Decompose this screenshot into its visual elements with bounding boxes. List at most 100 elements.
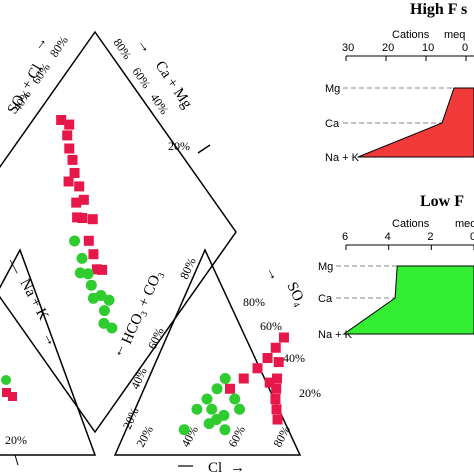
stiff-category-label: Na + K — [318, 329, 353, 341]
stiff-title: High F s — [410, 1, 467, 18]
low-f-point — [219, 373, 231, 384]
low-f-point — [106, 322, 118, 334]
stiff-category-label: Mg — [325, 83, 340, 95]
high-f-point — [273, 357, 284, 368]
low-f-point — [178, 424, 190, 436]
anion-triangle-outline — [113, 248, 302, 456]
low-f-point — [201, 393, 213, 405]
stiff-tick-label: 10 — [422, 42, 434, 54]
stiff-diagram-high-f: High F s Cations meq 30 20 10 0 Mg Ca Na + K — [325, 1, 474, 164]
low-f-point — [206, 403, 218, 415]
high-f-point — [67, 154, 78, 165]
cation-tick-label: 20% — [5, 433, 27, 447]
anion-right-arrow-icon: → — [262, 263, 283, 283]
high-f-point — [8, 392, 17, 401]
high-f-point — [77, 213, 88, 223]
anion-tick-label: 80% — [270, 423, 293, 449]
low-f-point — [1, 375, 11, 385]
high-f-point — [262, 353, 273, 363]
high-f-point — [225, 383, 235, 394]
high-f-point — [74, 181, 85, 192]
anion-bottom-label: Cl — [208, 460, 222, 474]
stiff-category-label: Mg — [318, 261, 333, 273]
low-f-point — [203, 418, 215, 430]
anion-right-ticks: 80% 60% 40% 20% — [243, 295, 321, 400]
high-f-point — [270, 342, 281, 353]
stiff-tick-label: 30 — [342, 42, 354, 54]
high-f-point — [264, 377, 275, 388]
anion-right-label: SO₄ — [283, 280, 308, 309]
low-f-point — [234, 403, 245, 415]
stiff-category-label: Ca — [318, 293, 333, 305]
stiff-category-label: Na + K — [325, 152, 360, 164]
high-f-point — [62, 130, 73, 141]
stiff-xlabel: Cations — [392, 29, 430, 41]
low-f-point — [74, 267, 86, 279]
high-f-point — [83, 235, 94, 246]
diamond-tick-label: 40% — [148, 91, 172, 117]
high-f-point — [69, 168, 80, 178]
anion-tick-label: 80% — [243, 295, 265, 309]
low-f-point — [103, 294, 115, 306]
high-f-point — [271, 404, 282, 415]
diamond-tick-label: 80% — [47, 34, 71, 60]
diamond-right-tick-mark — [197, 144, 211, 154]
stiff-category-label: Ca — [325, 118, 340, 130]
cation-points — [1, 375, 17, 401]
high-f-point — [72, 212, 83, 223]
stiff-tick-label: 0 — [462, 42, 468, 54]
cation-bottom-tick — [14, 454, 19, 466]
high-f-point — [270, 394, 281, 404]
stiff-xlabel-right: meq — [455, 218, 474, 230]
low-f-point — [191, 403, 203, 415]
diamond-right-arrow-icon: → — [134, 35, 156, 56]
high-f-point — [71, 197, 82, 208]
low-f-point — [211, 383, 223, 395]
anion-tick-label: 40% — [283, 351, 305, 365]
stiff-tick-label: 0 — [470, 231, 474, 243]
high-f-point — [64, 143, 75, 154]
stiff-xlabel-right: meq — [444, 29, 465, 41]
low-f-point — [76, 252, 88, 264]
stiff-diagram-low-f: Low F Cations meq 6 4 2 0 Mg Ca Na + K — [318, 193, 474, 341]
low-f-point — [218, 409, 230, 421]
high-f-point — [2, 388, 11, 397]
diamond-tick-label: 20% — [168, 139, 190, 153]
stiff-polygon — [357, 87, 474, 158]
anion-tick-label: 20% — [120, 405, 142, 431]
anion-left-arrow-icon: ← — [109, 340, 130, 360]
high-f-point — [97, 264, 108, 275]
high-f-point — [56, 115, 67, 125]
anion-tick-label: 20% — [133, 423, 156, 449]
anion-points — [178, 332, 289, 436]
low-f-point — [87, 292, 99, 304]
anion-bottom-arrow-icon: → — [230, 460, 245, 474]
high-f-point — [87, 214, 98, 225]
stiff-tick-label: 4 — [385, 231, 391, 243]
low-f-point — [219, 424, 231, 436]
low-f-point — [229, 393, 241, 405]
cation-triangle-label: Na + K — [16, 276, 51, 323]
high-f-point — [63, 176, 74, 187]
anion-tick-label: 40% — [128, 365, 150, 391]
stiff-xlabel: Cations — [392, 218, 430, 230]
high-f-point — [78, 194, 89, 205]
stiff-polygon — [342, 265, 474, 335]
high-f-point — [271, 383, 282, 394]
high-f-point — [64, 119, 75, 130]
low-f-point — [98, 317, 110, 329]
anion-tick-label: 20% — [299, 386, 321, 400]
diamond-points — [56, 115, 118, 334]
stiff-tick-label: 6 — [342, 231, 348, 243]
anion-tick-label: 60% — [260, 319, 282, 333]
low-f-point — [69, 235, 81, 247]
piper-diamond-outline — [0, 30, 237, 434]
stiff-tick-label: 2 — [427, 231, 433, 243]
cation-triangle-outline — [0, 248, 97, 456]
high-f-point — [278, 332, 289, 343]
high-f-point — [272, 414, 283, 425]
high-f-point — [238, 373, 249, 384]
high-f-point — [272, 373, 283, 384]
high-f-point — [252, 363, 263, 374]
